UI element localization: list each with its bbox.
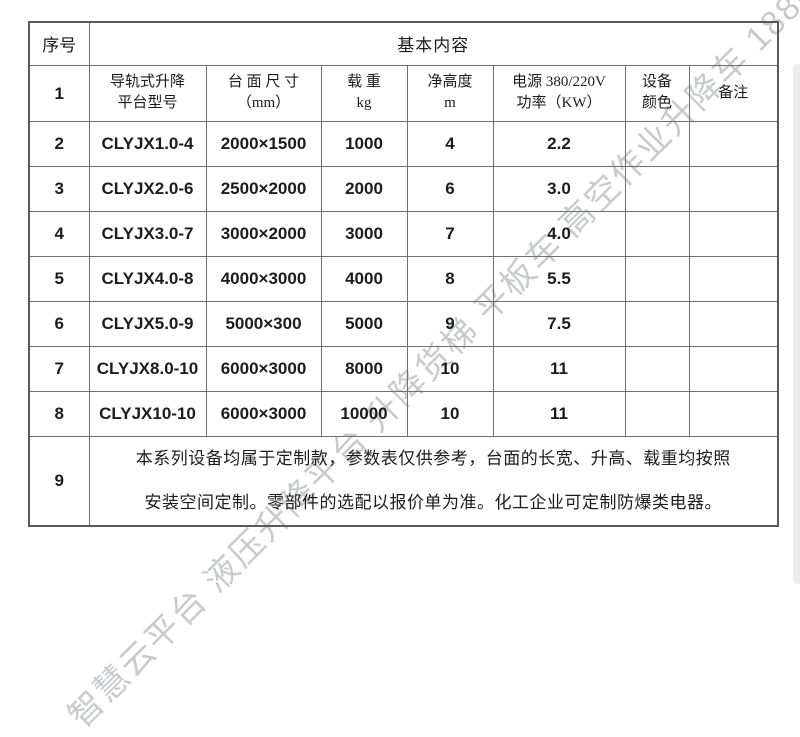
column-header-height-line1: 净高度 [427,74,473,90]
cell-size: 2500×2000 [205,165,322,212]
cell-height: 7 [406,210,494,257]
note-line1: 本系列设备均属于定制款，参数表仅供参考，台面的长宽、升高、载重均按照 [135,448,731,468]
cell-power: 4.0 [492,210,626,257]
note-text: 本系列设备均属于定制款，参数表仅供参考，台面的长宽、升高、载重均按照 安装空间定… [88,435,779,526]
cell-color [624,120,690,167]
cell-height: 4 [406,120,494,167]
cell-index: 7 [28,345,90,392]
cell-load: 1000 [320,120,408,167]
column-header-size: 台 面 尺 寸 （mm） [205,64,322,122]
cell-size: 2000×1500 [205,120,322,167]
cell-color [624,300,690,347]
cell-load: 2000 [320,165,408,212]
cell-size: 6000×3000 [205,390,322,437]
cell-model: CLYJX10-10 [88,390,207,437]
cell-remark [688,255,779,302]
cell-load: 5000 [320,300,408,347]
cell-remark [688,390,779,437]
cell-power: 7.5 [492,300,626,347]
cell-load: 3000 [320,210,408,257]
cell-remark [688,165,779,212]
cell-remark [688,300,779,347]
cell-index: 5 [28,255,90,302]
column-header-power-line1: 电源 380/220V [512,74,606,90]
cell-size: 3000×2000 [205,210,322,257]
column-header-model: 导轨式升降 平台型号 [88,64,207,122]
column-header-model-line2: 平台型号 [117,95,178,111]
column-header-color: 设备 颜色 [624,64,690,122]
cell-power: 11 [492,390,626,437]
table-header-row: 序号 基本内容 [28,21,779,66]
cell-model: CLYJX3.0-7 [88,210,207,257]
cell-power: 2.2 [492,120,626,167]
cell-model: CLYJX5.0-9 [88,300,207,347]
column-header-color-line2: 颜色 [641,95,672,111]
cell-size: 4000×3000 [205,255,322,302]
cell-model: CLYJX1.0-4 [88,120,207,167]
cell-power: 5.5 [492,255,626,302]
cell-load: 8000 [320,345,408,392]
cell-height: 6 [406,165,494,212]
table-row: 4 CLYJX3.0-7 3000×2000 3000 7 4.0 [28,210,779,257]
column-header-size-line2: （mm） [236,95,291,111]
cell-model: CLYJX2.0-6 [88,165,207,212]
cell-model: CLYJX4.0-8 [88,255,207,302]
column-header-color-line1: 设备 [641,74,672,90]
header-serial-number: 序号 [28,21,90,66]
table-row: 6 CLYJX5.0-9 5000×300 5000 9 7.5 [28,300,779,347]
note-row: 9 本系列设备均属于定制款，参数表仅供参考，台面的长宽、升高、载重均按照 安装空… [28,435,779,526]
table-row: 3 CLYJX2.0-6 2500×2000 2000 6 3.0 [28,165,779,212]
cell-index: 2 [28,120,90,167]
table-row: 8 CLYJX10-10 6000×3000 10000 10 11 [28,390,779,437]
cell-index: 3 [28,165,90,212]
column-header-remark: 备注 [688,64,779,122]
cell-index: 8 [28,390,90,437]
cell-color [624,255,690,302]
spec-table: 序号 基本内容 1 导轨式升降 平台型号 台 面 尺 寸 （mm） 载 重 kg… [28,21,779,527]
table-row: 7 CLYJX8.0-10 6000×3000 8000 10 11 [28,345,779,392]
column-header-row: 1 导轨式升降 平台型号 台 面 尺 寸 （mm） 载 重 kg 净高度 m 电… [28,64,779,122]
column-header-load-line1: 载 重 [347,74,381,90]
cell-index: 4 [28,210,90,257]
cell-color [624,210,690,257]
table-row: 2 CLYJX1.0-4 2000×1500 1000 4 2.2 [28,120,779,167]
column-header-power-line2: 功率（KW） [516,95,602,111]
cell-power: 3.0 [492,165,626,212]
cell-model: CLYJX8.0-10 [88,345,207,392]
column-header-power: 电源 380/220V 功率（KW） [492,64,626,122]
cell-power: 11 [492,345,626,392]
column-header-height: 净高度 m [406,64,494,122]
cell-color [624,390,690,437]
cell-height: 9 [406,300,494,347]
table-row: 5 CLYJX4.0-8 4000×3000 4000 8 5.5 [28,255,779,302]
cell-load: 4000 [320,255,408,302]
note-line2: 安装空间定制。零部件的选配以报价单为准。化工企业可定制防爆类电器。 [144,492,722,512]
cell-size: 6000×3000 [205,345,322,392]
cell-index: 9 [28,435,90,526]
cell-remark [688,345,779,392]
cell-load: 10000 [320,390,408,437]
column-header-remark-line1: 备注 [718,84,749,101]
cell-height: 10 [406,390,494,437]
cell-size: 5000×300 [205,300,322,347]
header-basic-content: 基本内容 [88,21,779,66]
column-header-model-line1: 导轨式升降 [109,74,185,90]
cell-height: 10 [406,345,494,392]
column-header-height-line2: m [444,95,456,111]
right-edge-artifact [793,64,800,584]
cell-remark [688,210,779,257]
cell-height: 8 [406,255,494,302]
column-header-load-line2: kg [356,95,372,111]
cell-color [624,345,690,392]
cell-index: 6 [28,300,90,347]
cell-index: 1 [28,64,90,122]
column-header-load: 载 重 kg [320,64,408,122]
cell-remark [688,120,779,167]
cell-color [624,165,690,212]
column-header-size-line1: 台 面 尺 寸 [227,74,300,90]
